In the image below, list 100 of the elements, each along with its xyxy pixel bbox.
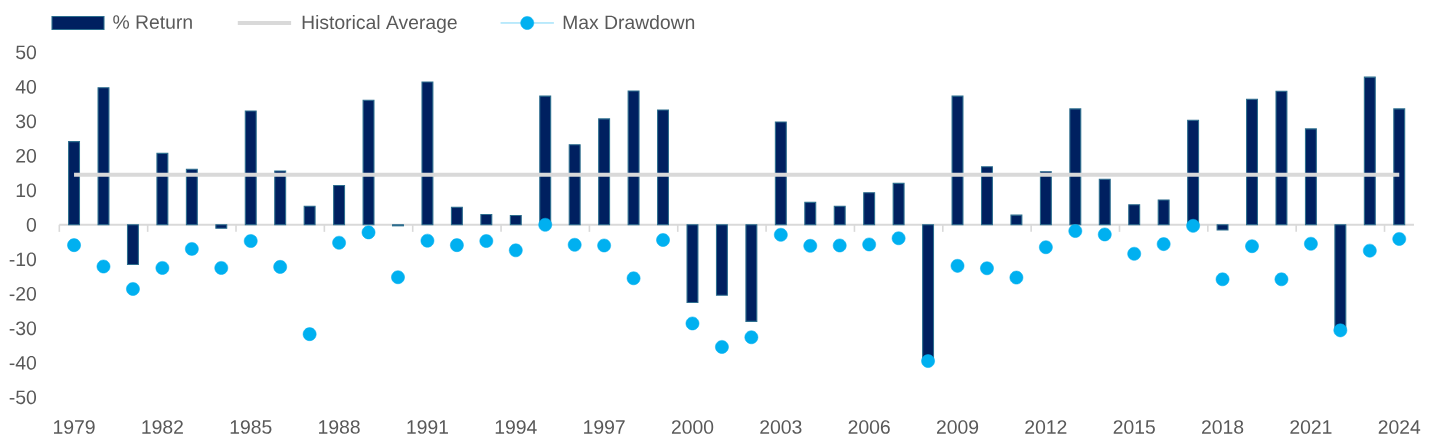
point [450,238,464,252]
x-tick-label: 1994 [495,420,537,434]
bar [922,224,935,359]
x-tick-label: 1982 [142,420,183,434]
bar [1010,214,1023,226]
point [1333,323,1348,338]
y-tick-label: 20 [16,148,37,163]
point [1068,224,1083,238]
point [832,238,847,253]
x-tick-label: 1991 [407,420,448,434]
bar [480,213,493,226]
y-tick-label: 10 [16,183,37,198]
bar [951,95,964,226]
y-tick-label: 40 [15,79,37,94]
bar [1334,224,1347,329]
y-tick-label: 0 [26,217,37,232]
point [214,261,229,275]
point [567,238,582,252]
point [656,233,670,247]
y-tick-label: 30 [16,114,37,129]
point [126,282,140,296]
point [774,227,788,242]
x-tick-label: 2018 [1202,420,1244,434]
point [891,231,906,246]
bar [804,201,817,226]
legend-label: Max Drawdown [563,14,695,30]
point [803,239,818,253]
point [921,354,935,368]
bar [774,121,787,226]
point [479,234,494,248]
point [1039,240,1053,255]
x-tick-label: 1988 [319,420,360,434]
y-tick-label: -20 [9,286,37,301]
bar [244,110,257,226]
point [597,238,611,253]
bar [126,224,139,266]
bar [509,214,522,226]
bar [568,144,581,226]
bar [421,81,434,226]
x-tick-label: 2009 [936,420,979,434]
point [96,259,111,274]
point [1009,270,1024,285]
point [1127,246,1142,261]
point [332,235,346,250]
bar [1246,98,1258,226]
bar [185,168,198,226]
bar [97,87,110,226]
x-tick-label: 2000 [671,420,714,434]
bar [68,141,81,226]
bar [1157,199,1170,226]
bar [1216,224,1229,231]
legend-label: % Return [113,15,192,29]
point [302,327,317,341]
point [1097,227,1112,242]
bar [686,224,699,303]
bar [1393,108,1406,226]
bar [1363,76,1376,226]
point [155,261,170,275]
bar [745,224,758,322]
bar [715,224,728,296]
point [1186,219,1200,233]
y-tick-label: -40 [9,355,37,370]
bar [833,205,846,226]
x-tick-label: 1997 [584,420,625,434]
x-tick-label: 2024 [1378,420,1421,434]
bar [1098,178,1111,226]
point [1274,272,1289,287]
x-tick-label: 2006 [848,420,890,434]
bar [156,152,169,226]
y-tick-label: -50 [9,390,37,405]
point [1245,239,1259,253]
point [273,260,287,274]
point [1304,236,1318,251]
point [538,217,553,232]
bar [450,206,463,226]
point [1363,243,1377,258]
bar [980,166,993,226]
bar [1128,204,1141,226]
point [685,316,700,331]
bar [1275,90,1288,226]
bar [598,118,611,226]
point [1156,237,1171,251]
bar [1069,108,1082,226]
y-tick-label: -30 [9,321,37,336]
point [1215,272,1230,287]
bar [303,205,316,226]
x-tick-label: 2012 [1025,420,1067,434]
point [626,271,641,286]
point [715,340,729,354]
point [361,225,376,240]
bar [892,182,905,226]
bar [215,224,228,229]
bar [274,170,287,226]
bar [333,184,346,226]
bar [657,109,670,226]
bar [1304,128,1317,226]
point [950,259,965,273]
bar [1039,171,1052,226]
bar [362,99,375,226]
point [744,330,759,345]
